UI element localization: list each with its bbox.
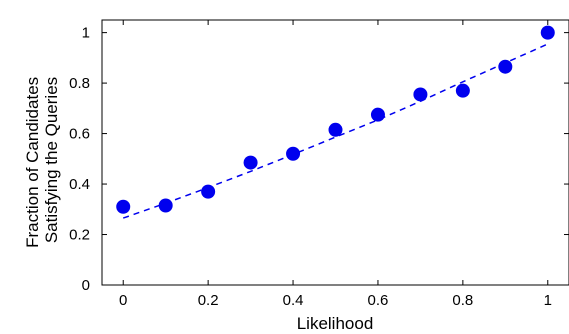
data-point — [201, 184, 216, 199]
plot-frame — [101, 19, 569, 286]
y-tick-label: 0.8 — [69, 75, 90, 92]
x-tick-label: 1 — [544, 292, 552, 309]
x-axis-label: Likelihood — [297, 314, 374, 333]
x-tick-label: 0.2 — [198, 292, 219, 309]
y-tick-label: 0 — [82, 277, 90, 294]
y-tick-label: 0.4 — [69, 176, 90, 193]
x-tick-label: 0.8 — [452, 292, 473, 309]
data-point — [370, 107, 385, 122]
x-tick-label: 0.6 — [368, 292, 389, 309]
data-point — [498, 59, 513, 74]
data-point — [116, 199, 131, 214]
data-point — [158, 198, 173, 213]
x-axis-ticks: 0 0.2 0.4 0.6 0.8 1 — [119, 20, 552, 309]
y-axis-label-line-1: Fraction of Candidates — [23, 77, 42, 248]
series-layer — [116, 25, 555, 219]
y-tick-label: 1 — [82, 25, 90, 42]
y-tick-label: 0.6 — [69, 126, 90, 143]
x-tick-label: 0 — [119, 292, 127, 309]
data-point — [286, 146, 301, 161]
data-point — [455, 83, 470, 98]
data-point — [243, 155, 258, 170]
y-axis-label: Fraction of Candidates Satisfying the Qu… — [23, 72, 61, 248]
y-axis-ticks: 0 0.2 0.4 0.6 0.8 1 — [69, 25, 569, 294]
y-axis-label-line-2: Satisfying the Queries — [42, 77, 61, 243]
data-point — [328, 122, 343, 137]
data-point — [413, 87, 428, 102]
x-tick-label: 0.4 — [283, 292, 304, 309]
data-point — [540, 25, 555, 40]
y-tick-label: 0.2 — [69, 227, 90, 244]
